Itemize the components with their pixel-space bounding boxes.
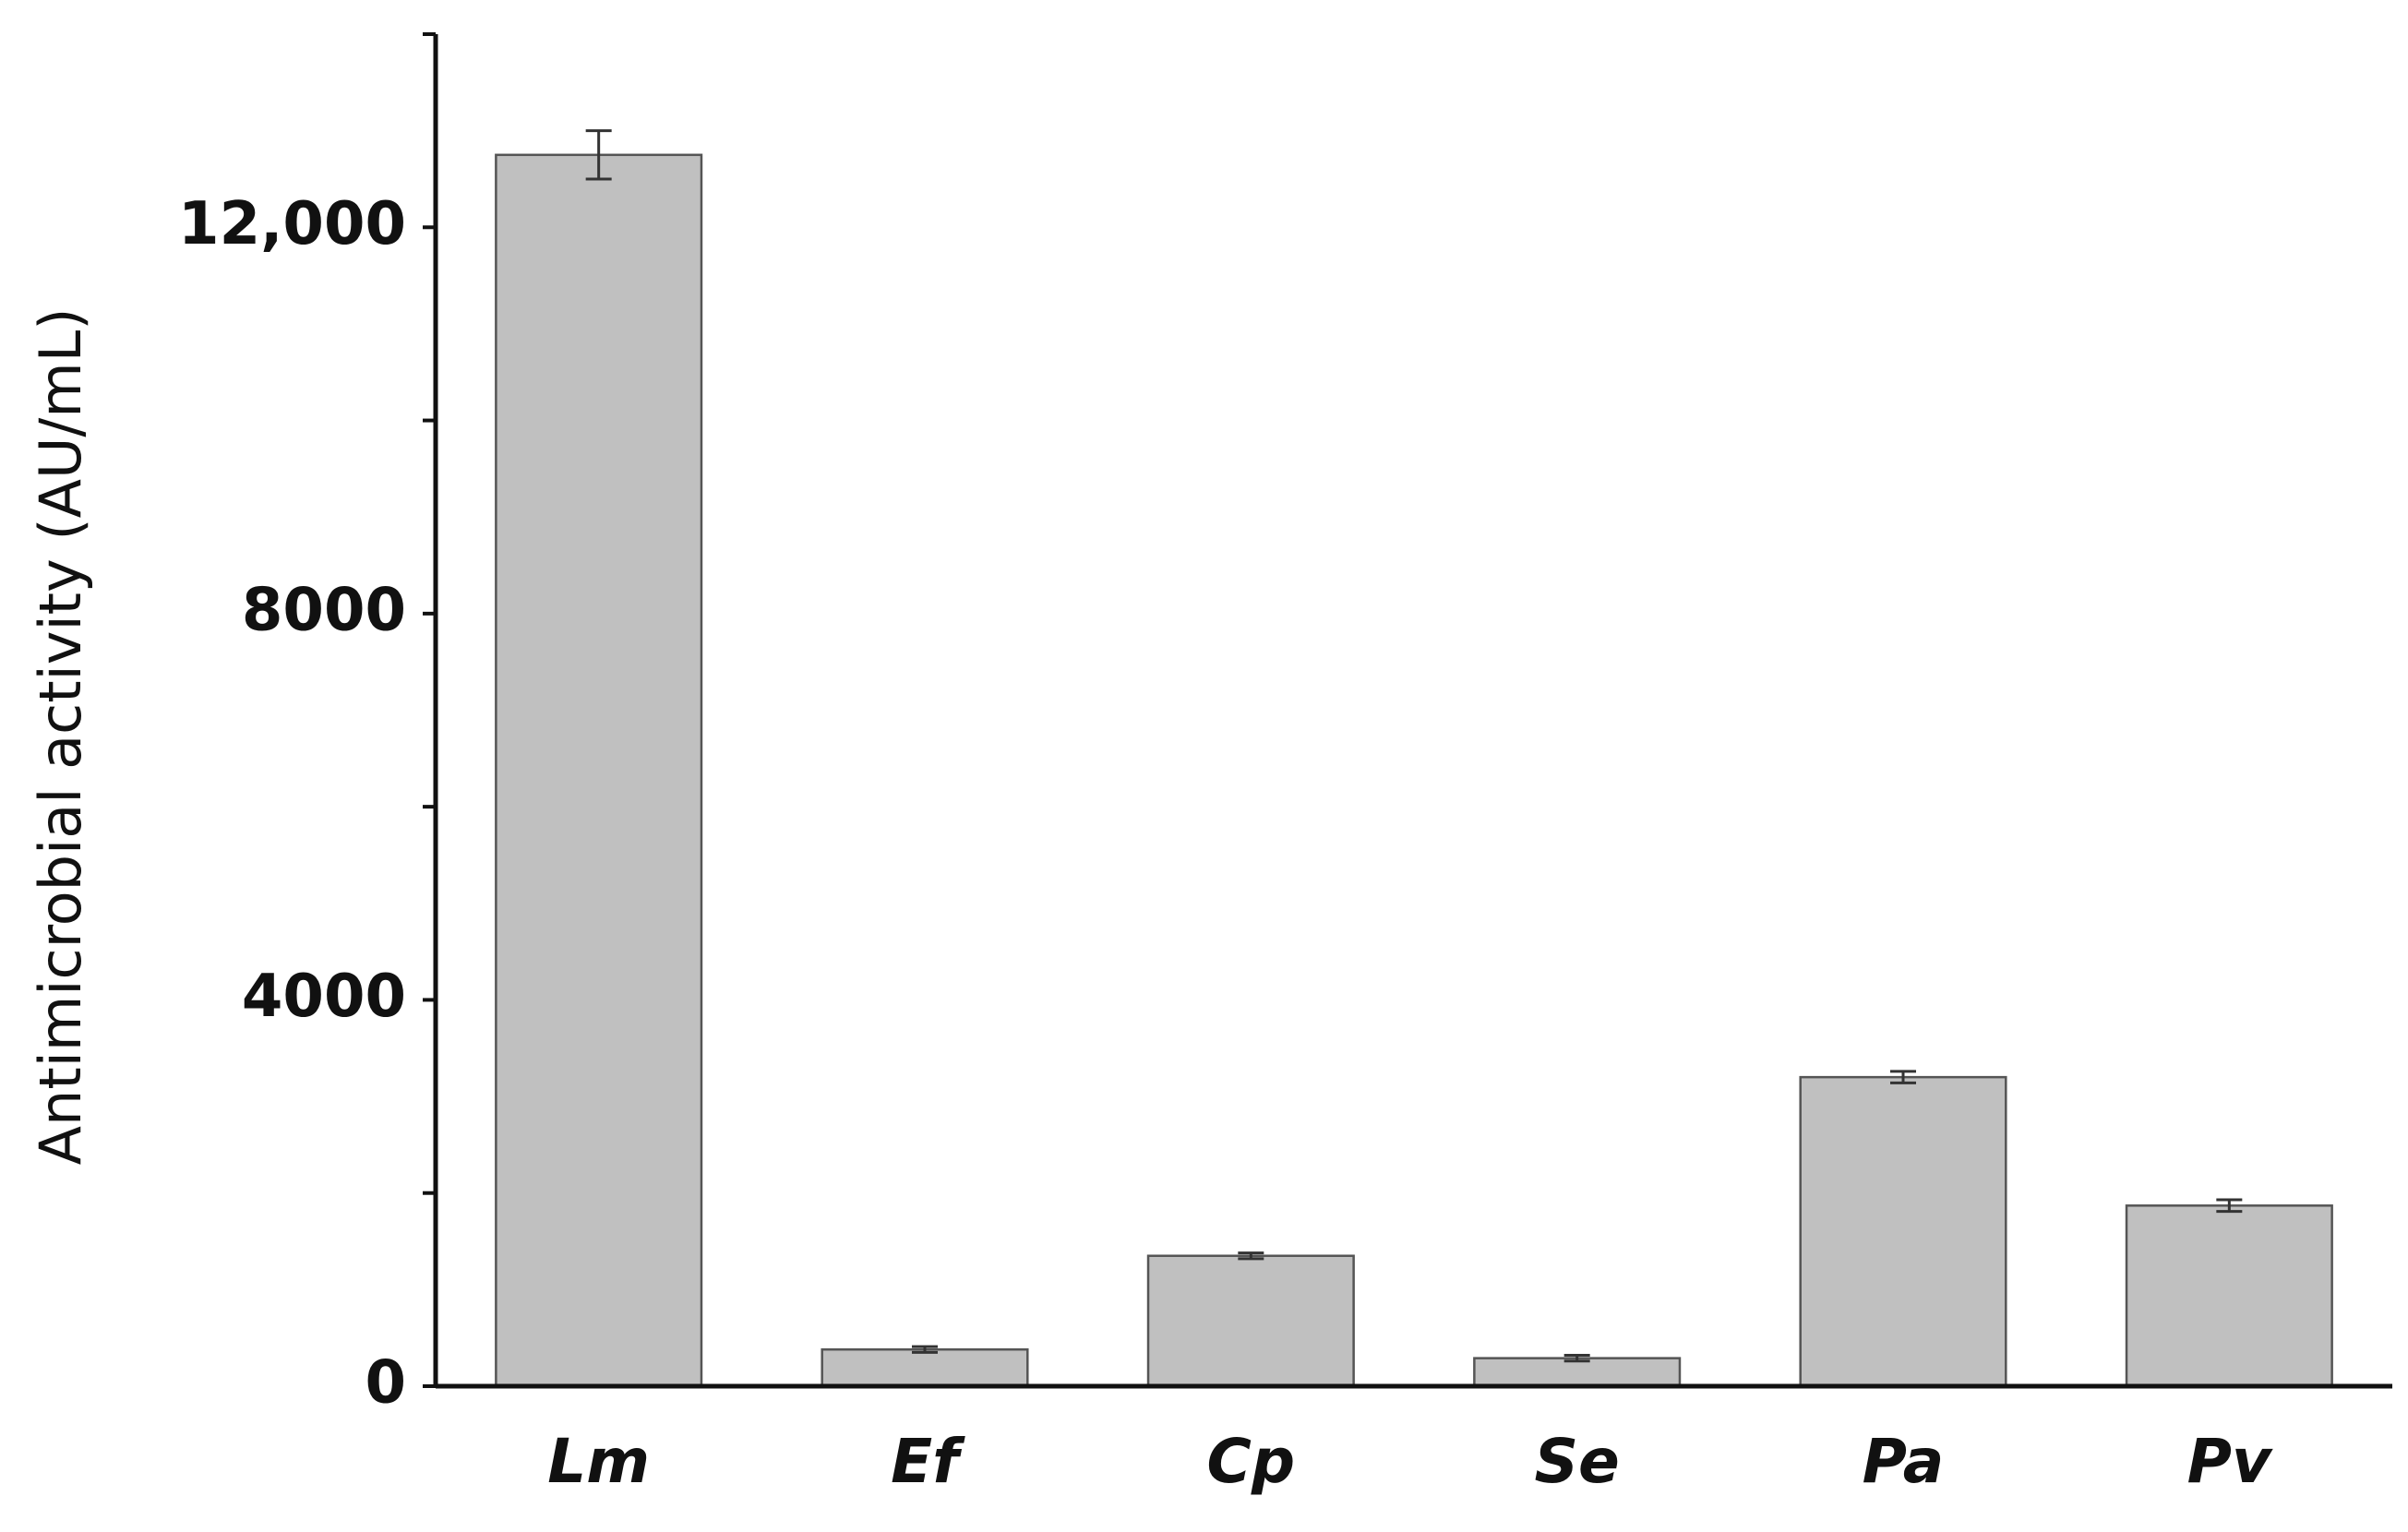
error-bar [1238,1251,1264,1261]
bar [1146,1254,1355,1388]
error-bar [585,129,612,181]
x-tick-label: Cp [1206,1426,1295,1497]
bar [821,1347,1029,1388]
x-tick-label: Pa [1863,1426,1945,1497]
y-axis-title: Antimicrobial activity (AU/mL) [27,308,94,1166]
x-tick-label: Lm [547,1426,650,1497]
bar [495,153,703,1388]
bar [1799,1075,2007,1388]
y-tick-label: 8000 [242,576,406,644]
error-bar [1890,1070,1916,1084]
y-tick-label: 4000 [242,963,406,1031]
x-tick-label: Ef [891,1426,965,1497]
y-tick-label: 0 [365,1349,406,1418]
y-tick-label: 12,000 [178,190,406,258]
error-bar [2216,1198,2243,1214]
bar [2125,1204,2333,1388]
x-tick-label: Se [1535,1426,1620,1497]
error-bar [912,1345,938,1354]
x-tick-label: Pv [2187,1426,2273,1497]
error-bar [1563,1354,1590,1363]
